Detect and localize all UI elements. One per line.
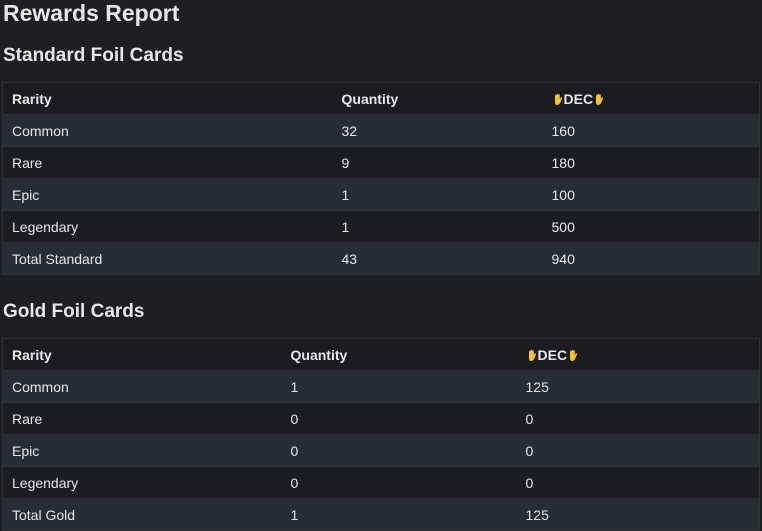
table-cell: Legendary: [2, 466, 282, 499]
table-cell: 1: [332, 210, 543, 243]
table-cell: Epic: [2, 178, 333, 211]
table-row: Total Gold 1 125: [2, 498, 760, 531]
table-cell: Common: [2, 114, 333, 147]
header-text: DEC: [537, 346, 568, 363]
column-header: Rarity: [2, 82, 333, 115]
table-row: Rare 9 180: [2, 146, 760, 179]
hand-icon: [596, 93, 604, 105]
column-header: Rarity: [2, 338, 282, 371]
table-cell: 0: [516, 402, 760, 435]
header-row: Rarity Quantity DEC: [2, 338, 760, 371]
table-cell: 1: [281, 370, 517, 403]
header-text: Rarity: [12, 346, 52, 363]
table-cell: Total Gold: [2, 498, 282, 531]
table-cell: 0: [281, 402, 517, 435]
rewards-table: Rarity Quantity DEC Common 32 160 Rare 9 180 Epic…: [2, 82, 760, 275]
hand-icon: [528, 349, 536, 361]
table-cell: 0: [281, 434, 517, 467]
table-cell: 125: [516, 370, 760, 403]
table-row: Legendary 1 500: [2, 210, 760, 243]
table-cell: Epic: [2, 434, 282, 467]
header-text: Quantity: [290, 346, 348, 363]
table-cell: 940: [542, 242, 760, 275]
table-cell: 160: [542, 114, 760, 147]
section-heading: Standard Foil Cards: [3, 45, 184, 66]
rewards-table: Rarity Quantity DEC Common 1 125 Rare 0 0 Epic 0 0 L…: [2, 338, 760, 531]
table-cell: Rare: [2, 146, 333, 179]
table-cell: 180: [542, 146, 760, 179]
column-header: DEC: [542, 82, 760, 115]
table-cell: 500: [542, 210, 760, 243]
table-cell: Rare: [2, 402, 282, 435]
table-cell: 125: [516, 498, 760, 531]
column-header: DEC: [516, 338, 760, 371]
table-row: Rare 0 0: [2, 402, 760, 435]
page-title: Rewards Report: [3, 0, 180, 26]
section-heading: Gold Foil Cards: [3, 301, 145, 322]
header-text: Quantity: [341, 90, 399, 107]
header-row: Rarity Quantity DEC: [2, 82, 760, 115]
table-cell: 9: [332, 146, 543, 179]
table-cell: Total Standard: [2, 242, 333, 275]
table-cell: 1: [332, 178, 543, 211]
table-cell: Common: [2, 370, 282, 403]
table-row: Total Standard 43 940: [2, 242, 760, 275]
table-row: Epic 1 100: [2, 178, 760, 211]
table-row: Epic 0 0: [2, 434, 760, 467]
column-header: Quantity: [332, 82, 543, 115]
table-cell: 43: [332, 242, 543, 275]
table-cell: 0: [281, 466, 517, 499]
hand-icon: [554, 93, 562, 105]
table-row: Common 32 160: [2, 114, 760, 147]
header-text: DEC: [563, 90, 594, 107]
table-cell: 0: [516, 434, 760, 467]
table-cell: 1: [281, 498, 517, 531]
table-cell: 32: [332, 114, 543, 147]
hand-icon: [570, 349, 578, 361]
header-text: Rarity: [12, 90, 52, 107]
table-cell: Legendary: [2, 210, 333, 243]
table-cell: 0: [516, 466, 760, 499]
table-row: Legendary 0 0: [2, 466, 760, 499]
table-cell: 100: [542, 178, 760, 211]
table-row: Common 1 125: [2, 370, 760, 403]
column-header: Quantity: [281, 338, 517, 371]
